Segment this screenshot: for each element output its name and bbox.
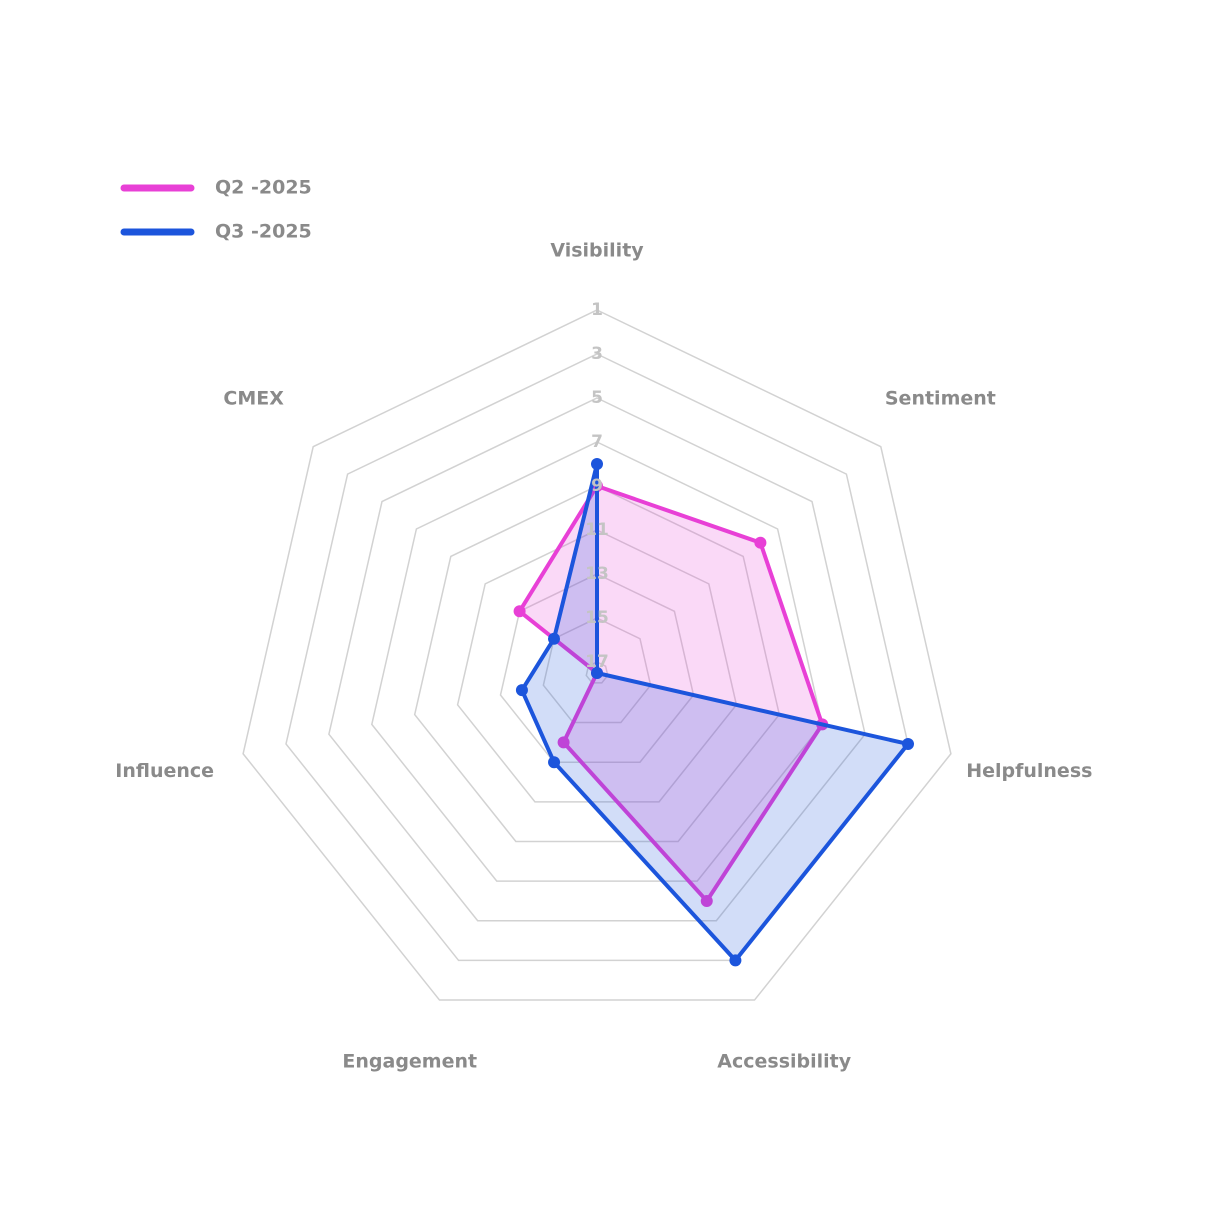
tick-label: 15 — [585, 608, 609, 628]
grid-ring — [456, 529, 738, 803]
data-point — [547, 632, 560, 645]
tick-label: 9 — [591, 476, 603, 496]
data-point — [591, 667, 603, 679]
data-point — [548, 756, 561, 769]
tick-label: 3 — [591, 344, 603, 364]
data-point — [513, 605, 526, 618]
plot-area — [513, 458, 915, 967]
legend-label: Q3 -2025 — [215, 221, 312, 243]
data-point — [700, 894, 713, 907]
category-label: CMEX — [223, 388, 284, 410]
data-point — [591, 458, 603, 470]
legend: Q2 -2025 Q3 -2025 — [120, 177, 312, 243]
legend-label: Q2 -2025 — [215, 177, 312, 199]
category-label: Visibility — [550, 240, 644, 262]
tick-label: 1 — [591, 300, 603, 320]
grid-ring — [242, 309, 952, 1001]
data-point — [557, 736, 570, 749]
category-label: Influence — [115, 760, 214, 782]
grid-ring — [285, 353, 909, 962]
grid-ring — [370, 441, 824, 882]
tick-label: 17 — [585, 652, 609, 672]
data-point — [729, 954, 742, 967]
data-point — [754, 536, 767, 549]
category-label: Engagement — [342, 1050, 477, 1072]
category-label: Helpfulness — [966, 760, 1092, 782]
series-area — [519, 462, 911, 963]
data-point — [902, 737, 915, 750]
tick-label: 13 — [585, 564, 609, 584]
tick-label: 5 — [591, 388, 603, 408]
grid-ring — [499, 573, 695, 763]
grid-ring — [328, 397, 866, 922]
category-label: Accessibility — [717, 1050, 851, 1072]
labels: 1357911131517VisibilitySentimentHelpfuln… — [115, 240, 1092, 1073]
grid-ring — [413, 485, 781, 843]
grid-ring — [542, 617, 652, 724]
category-label: Sentiment — [885, 388, 996, 410]
grid — [242, 309, 952, 1001]
tick-label: 7 — [591, 432, 603, 452]
tick-label: 11 — [585, 520, 609, 540]
data-point — [515, 684, 528, 697]
